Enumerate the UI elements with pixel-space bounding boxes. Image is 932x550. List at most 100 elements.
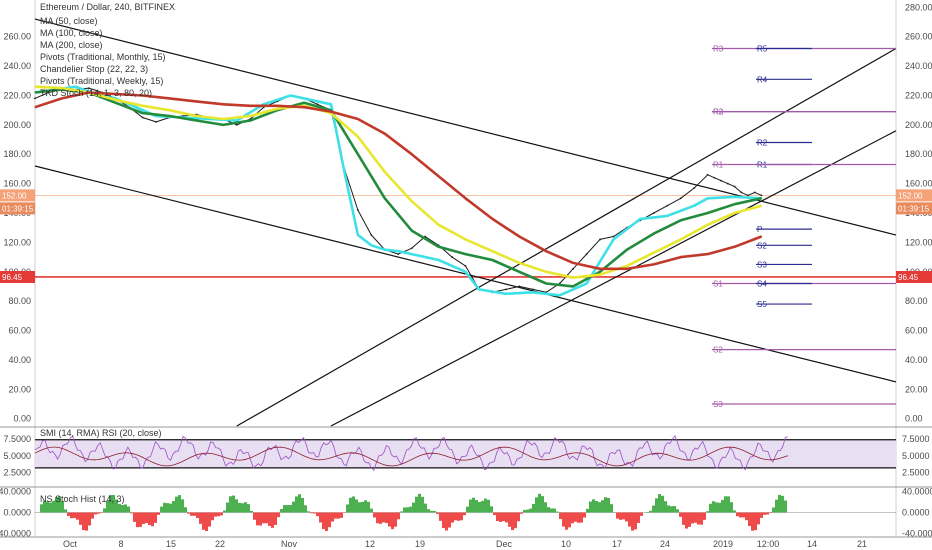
time-tick-label: 8 xyxy=(118,539,123,549)
stoch-hist-bar xyxy=(571,512,574,524)
price-tick-right: 200.00 xyxy=(905,120,932,130)
series-point xyxy=(491,218,494,220)
stoch-hist-bar xyxy=(118,503,121,513)
stoch-hist-bar xyxy=(304,505,307,513)
series-point xyxy=(142,94,144,97)
rsi-tick-left: 2.5000 xyxy=(3,468,31,478)
stoch-hist-bar xyxy=(493,512,496,516)
series-point xyxy=(599,238,601,241)
stoch-hist-bar xyxy=(466,506,469,513)
price-tick-left: 40.00 xyxy=(8,355,31,365)
rsi-panel-legend: SMI (14, RMA) RSI (20, close) xyxy=(40,428,162,438)
stoch-hist-bar xyxy=(340,512,343,518)
series-line-ma xyxy=(34,85,762,279)
stoch-hist-bar xyxy=(697,512,700,525)
series-point xyxy=(87,87,90,90)
stoch-hist-bar xyxy=(208,512,211,527)
stoch-hist-bar xyxy=(250,510,253,513)
series-point xyxy=(61,87,63,89)
stoch-hist-bar xyxy=(544,502,547,513)
series-point xyxy=(34,97,36,100)
price-tick-right: 60.00 xyxy=(905,326,928,336)
countdown-tag: 01:39:15 xyxy=(898,204,930,213)
stoch-hist-bar xyxy=(124,504,127,513)
series-point xyxy=(518,271,520,273)
rsi-tick-right: 2.5000 xyxy=(902,468,930,478)
stoch-hist-bar xyxy=(439,512,442,521)
stoch-hist-bar xyxy=(376,512,379,524)
legend-ma200: MA (200, close) xyxy=(40,40,103,50)
stoch-hist-bar xyxy=(769,512,772,514)
series-point xyxy=(397,253,400,256)
stoch-hist-bar xyxy=(163,502,166,513)
stoch-hist-bar xyxy=(61,501,64,513)
stoch-hist-bar xyxy=(688,512,691,527)
stoch-hist-bar xyxy=(760,512,763,518)
stoch-hist-bar xyxy=(490,506,493,513)
stoch-hist-bar xyxy=(502,512,505,522)
price-tick-left: 120.00 xyxy=(3,237,31,247)
time-tick-label: 12:00 xyxy=(757,539,780,549)
stoch-hist-bar xyxy=(199,512,202,524)
series-point xyxy=(235,123,238,126)
stoch-hist-bar xyxy=(568,512,571,528)
smi-line xyxy=(34,435,789,471)
series-point xyxy=(626,265,628,267)
series-point xyxy=(249,119,251,122)
stoch-hist-bar xyxy=(148,512,151,525)
series-point xyxy=(222,118,224,120)
series-point xyxy=(639,218,641,220)
series-point xyxy=(585,253,588,256)
series-point xyxy=(760,194,763,197)
series-point xyxy=(168,115,171,117)
price-tick-left: 200.00 xyxy=(3,120,31,130)
series-point xyxy=(330,111,332,113)
stoch-hist-bar xyxy=(349,497,352,513)
series-point xyxy=(693,205,695,207)
stoch-hist-bar xyxy=(82,512,85,531)
stoch-tick-right: 40.0000 xyxy=(902,487,932,497)
price-tick-left: 0.00 xyxy=(13,414,31,424)
stoch-hist-bar xyxy=(673,506,676,513)
stoch-hist-bar xyxy=(106,500,109,513)
price-tick-right: 220.00 xyxy=(905,90,932,100)
price-tick-right: 120.00 xyxy=(905,237,932,247)
stoch-hist-bar xyxy=(364,500,367,513)
stoch-hist-bar xyxy=(781,495,784,513)
stoch-hist-bar xyxy=(103,508,106,513)
time-tick-label: 24 xyxy=(660,539,670,549)
stoch-hist-bar xyxy=(352,496,355,513)
series-point xyxy=(141,116,144,119)
stoch-hist-bar xyxy=(217,512,220,517)
stoch-hist-bar xyxy=(694,512,697,523)
series-point xyxy=(88,91,90,94)
price-tick-right: 280.00 xyxy=(905,2,932,12)
series-point xyxy=(168,97,171,100)
rsi-band xyxy=(35,439,896,468)
time-tick-label: 22 xyxy=(215,539,225,549)
stoch-hist-bar xyxy=(616,512,619,519)
stoch-hist-bar xyxy=(415,496,418,513)
series-point xyxy=(545,271,547,273)
series-point xyxy=(142,105,144,107)
stoch-hist-bar xyxy=(445,512,448,531)
rsi-tick-right: 5.0000 xyxy=(902,451,930,461)
series-point xyxy=(222,103,224,105)
stoch-hist-bar xyxy=(703,512,706,520)
series-point xyxy=(303,106,305,108)
time-tick-label: Dec xyxy=(496,539,513,549)
price-tick-right: 180.00 xyxy=(905,149,932,159)
series-point xyxy=(740,191,743,194)
series-point xyxy=(545,250,547,252)
pivot-level-label: S2 xyxy=(757,241,767,250)
series-point xyxy=(356,209,359,211)
stoch-hist-bar xyxy=(145,512,148,523)
series-point xyxy=(680,238,682,241)
series-point xyxy=(518,262,520,264)
stoch-hist-bar xyxy=(550,508,553,513)
stoch-hist-bar xyxy=(133,512,136,522)
stoch-hist-bar xyxy=(715,502,718,513)
rsi-tick-left: 7.5000 xyxy=(3,434,31,444)
stoch-tick-right: 0.0000 xyxy=(902,508,930,518)
